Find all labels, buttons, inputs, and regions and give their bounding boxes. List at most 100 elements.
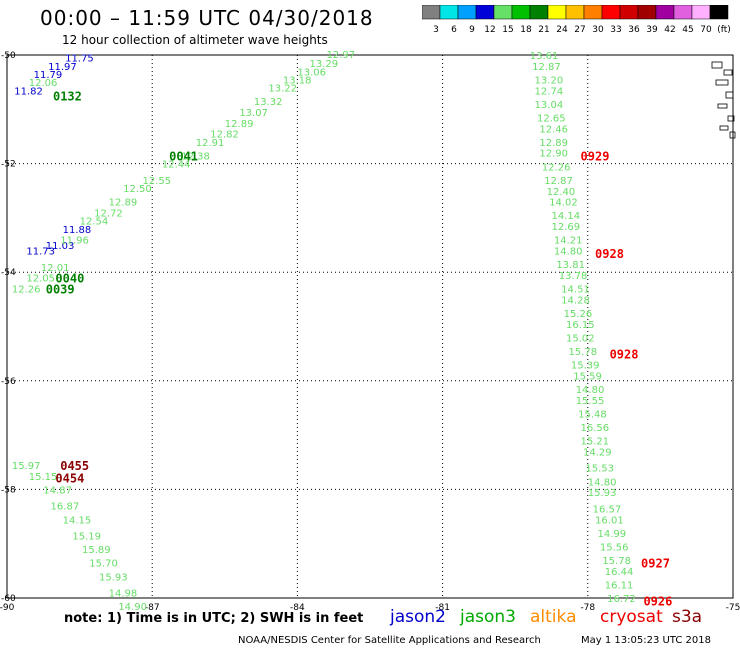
swh-value: 12.54 (80, 217, 109, 228)
lat-label: -56 (1, 377, 16, 387)
colorbar-label: 42 (664, 25, 675, 35)
footer-note: note: 1) Time is in UTC; 2) SWH is in fe… (64, 611, 364, 626)
swh-value: 16.11 (605, 580, 634, 591)
lat-label: -54 (1, 268, 16, 278)
legend-altika: altika (530, 607, 577, 627)
lon-label: -84 (290, 603, 305, 613)
credit-timestamp: May 1 13:05:23 UTC 2018 (581, 635, 711, 646)
legend-jason3: jason3 (460, 607, 516, 627)
swh-value: 12.65 (537, 113, 566, 124)
page-subtitle: 12 hour collection of altimeter wave hei… (62, 33, 328, 47)
swh-value: 14.80 (576, 385, 605, 396)
coastline-segment (723, 69, 733, 76)
swh-value: 12.55 (143, 176, 172, 187)
swh-value: 12.44 (162, 160, 191, 171)
swh-value: 12.26 (12, 284, 41, 295)
swh-value: 14.14 (552, 211, 581, 222)
swh-value: 14.29 (583, 447, 612, 458)
coastline-segment (727, 115, 735, 122)
swh-value: 11.75 (65, 54, 94, 65)
swh-value: 12.05 (26, 274, 55, 285)
pass-time-label: 0928 (595, 247, 624, 261)
swh-value: 13.06 (297, 67, 326, 78)
swh-value: 12.26 (542, 162, 571, 173)
swh-value: 14.21 (554, 236, 583, 247)
lat-label: -52 (1, 160, 16, 170)
swh-value: 16.15 (566, 320, 595, 331)
colorbar-label: 33 (610, 25, 621, 35)
swh-value: 16.44 (605, 567, 634, 578)
swh-value: 15.93 (99, 572, 128, 583)
coastline-segment (719, 125, 729, 131)
lon-label: -90 (0, 603, 15, 613)
swh-value: 12.90 (539, 149, 568, 160)
swh-value: 12.74 (535, 86, 564, 97)
swh-value: 16.72 (607, 594, 636, 605)
colorbar-label: 70 (700, 25, 712, 35)
swh-value: 13.22 (268, 84, 297, 95)
legend-cryosat: cryosat (600, 607, 663, 627)
swh-value: 12.69 (552, 222, 581, 233)
swh-value: 15.78 (602, 556, 631, 567)
swh-value: 13.07 (239, 108, 268, 119)
swh-value: 13.78 (559, 271, 588, 282)
lat-label: -58 (1, 485, 16, 495)
swh-value: 11.82 (14, 86, 43, 97)
swh-value: 15.53 (585, 464, 614, 475)
swh-value: 16.87 (51, 502, 80, 513)
swh-value: 12.46 (539, 124, 568, 135)
coastline-segment (715, 79, 729, 86)
swh-value: 11.88 (63, 225, 92, 236)
swh-value: 15.89 (82, 545, 111, 556)
swh-value: 11.97 (48, 62, 77, 73)
swh-value: 13.18 (283, 75, 312, 86)
swh-value: 12.38 (181, 151, 210, 162)
swh-value: 13.20 (535, 75, 564, 86)
swh-value: 16.57 (593, 504, 622, 515)
coastline-fragment (711, 61, 736, 139)
colorbar-label: 36 (628, 25, 640, 35)
swh-value: 12.82 (210, 130, 239, 141)
colorbar-label: 24 (556, 25, 568, 35)
swh-value: 12.40 (547, 187, 576, 198)
swh-value: 15.21 (581, 437, 610, 448)
pass-time-label: 0927 (641, 557, 670, 571)
colorbar-label: 30 (592, 25, 604, 35)
lat-label: -50 (1, 51, 16, 61)
map-frame (6, 54, 734, 599)
colorbar-label: (ft) (717, 25, 731, 35)
swh-value: 12.89 (109, 198, 138, 209)
colorbar-label: 18 (520, 25, 532, 35)
swh-value: 15.19 (72, 532, 101, 543)
lon-label: -75 (726, 603, 740, 613)
swh-value: 14.80 (554, 246, 583, 257)
swh-value: 14.28 (561, 295, 590, 306)
swh-value: 11.73 (26, 246, 55, 257)
coastline-segment (711, 61, 723, 69)
swh-value: 12.50 (123, 184, 152, 195)
lon-label: -87 (145, 603, 160, 613)
swh-value: 14.99 (597, 529, 626, 540)
swh-value: 15.26 (564, 309, 593, 320)
coastline-segment (729, 131, 736, 139)
swh-value: 12.06 (29, 78, 58, 89)
swh-value: 15.55 (576, 396, 605, 407)
swh-value: 12.01 (41, 263, 70, 274)
swh-value: 14.02 (549, 198, 578, 209)
swh-value: 13.32 (254, 97, 283, 108)
swh-value: 15.02 (566, 333, 595, 344)
swh-value: 13.81 (556, 260, 585, 271)
colorbar-label: 39 (646, 25, 658, 35)
swh-value: 14.80 (588, 477, 617, 488)
colorbar-label: 15 (502, 25, 513, 35)
swh-value: 14.90 (118, 602, 147, 613)
swh-value: 15.39 (571, 361, 600, 372)
swh-value: 14.51 (561, 284, 590, 295)
swh-value: 12.89 (225, 119, 254, 130)
legend-jason2: jason2 (390, 607, 446, 627)
colorbar-label: 9 (469, 25, 475, 35)
swh-value: 12.72 (94, 208, 123, 219)
swh-value: 15.48 (578, 409, 607, 420)
swh-value: 12.97 (326, 50, 355, 61)
